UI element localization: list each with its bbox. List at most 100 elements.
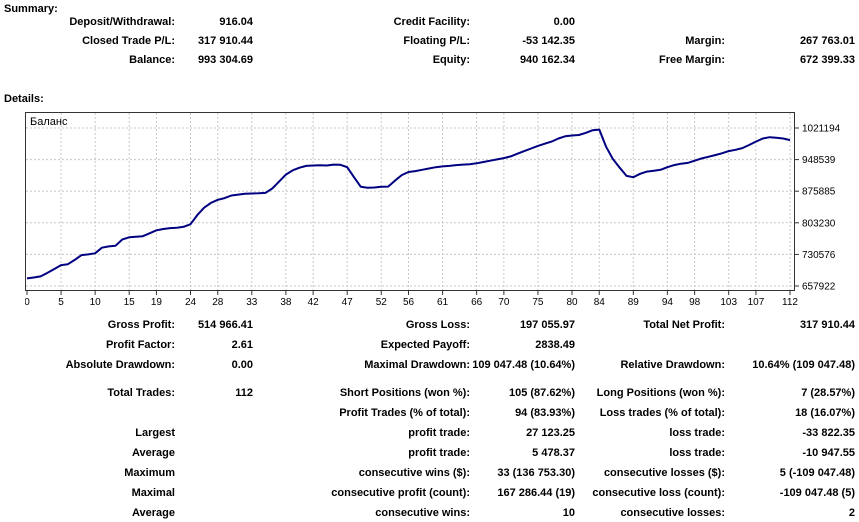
stat-label: consecutive loss (count): — [592, 487, 725, 499]
x-tick-label: 84 — [594, 297, 606, 308]
stat-value: 94 (83.93%) — [515, 407, 575, 419]
y-tick-label: 803230 — [802, 218, 836, 229]
stat-value: 105 (87.62%) — [508, 387, 575, 399]
x-tick-label: 19 — [151, 297, 163, 308]
stat-value: 672 399.33 — [799, 54, 855, 66]
x-tick-label: 15 — [124, 297, 136, 308]
x-tick-label: 103 — [720, 297, 737, 308]
stat-label: loss trade: — [669, 427, 725, 439]
stat-label: Largest — [135, 427, 175, 439]
stat-value: 2 — [848, 507, 855, 519]
balance-chart-svg: 0 5 10 15 19 24 28 33 38 42 47 52 56 61 66 70 75 80 84 89 94… — [24, 112, 841, 308]
stat-value: 2838.49 — [535, 339, 575, 351]
stat-value: 267 763.01 — [799, 35, 855, 47]
stat-label: profit trade: — [408, 427, 470, 439]
stat-label: Equity: — [432, 54, 470, 66]
stat-label: consecutive profit (count): — [331, 487, 470, 499]
x-tick-label: 61 — [437, 297, 449, 308]
stat-value: 916.04 — [219, 16, 253, 28]
x-tick-label: 24 — [185, 297, 197, 308]
stat-value: 317 910.44 — [197, 35, 253, 47]
stat-label: Total Trades: — [107, 387, 175, 399]
stat-value: -10 947.55 — [802, 447, 855, 459]
stat-label: consecutive wins: — [375, 507, 470, 519]
x-tick-label: 80 — [566, 297, 578, 308]
stat-label: Expected Payoff: — [380, 339, 470, 351]
stat-value: 167 286.44 (19) — [497, 487, 575, 499]
stat-label: Absolute Drawdown: — [65, 359, 175, 371]
stat-label: consecutive losses ($): — [603, 467, 725, 479]
x-tick-label: 28 — [212, 297, 224, 308]
stat-label: Balance: — [129, 54, 175, 66]
stat-value: 993 304.69 — [197, 54, 253, 66]
stat-label: Free Margin: — [658, 54, 725, 66]
stat-value: 10 — [562, 507, 575, 519]
x-tick-label: 107 — [748, 297, 765, 308]
stat-value: 197 055.97 — [519, 319, 575, 331]
stat-value: -109 047.48 (5) — [779, 487, 855, 499]
x-tick-label: 0 — [25, 297, 30, 308]
stat-value: -53 142.35 — [522, 35, 575, 47]
x-tick-label: 112 — [782, 297, 798, 308]
stat-label: Total Net Profit: — [643, 319, 725, 331]
x-tick-label: 66 — [471, 297, 483, 308]
stat-label: loss trade: — [669, 447, 725, 459]
stat-label: consecutive wins ($): — [358, 467, 470, 479]
x-tick-label: 98 — [689, 297, 701, 308]
stat-value: 940 162.34 — [519, 54, 575, 66]
stat-label: Deposit/Withdrawal: — [69, 16, 175, 28]
stat-label: Closed Trade P/L: — [82, 35, 175, 47]
stat-label: Floating P/L: — [403, 35, 470, 47]
stat-label: Gross Loss: — [405, 319, 470, 331]
summary-section-title: Summary: — [4, 3, 58, 15]
stat-label: Relative Drawdown: — [620, 359, 725, 371]
x-tick-label: 89 — [628, 297, 640, 308]
stat-label: Margin: — [685, 35, 725, 47]
stat-value: 112 — [235, 387, 253, 399]
stat-value: 10.64% (109 047.48) — [752, 359, 855, 371]
details-section-title: Details: — [4, 93, 44, 105]
stat-label: Maximum — [124, 467, 175, 479]
x-tick-label: 56 — [403, 297, 415, 308]
stat-label: Profit Factor: — [105, 339, 175, 351]
chart-title: Баланс — [30, 116, 68, 128]
balance-line — [26, 128, 791, 280]
x-tick-label: 42 — [308, 297, 320, 308]
stat-value: -33 822.35 — [802, 427, 855, 439]
stat-label: Profit Trades (% of total): — [339, 407, 470, 419]
stat-value: 109 047.48 (10.64%) — [472, 359, 575, 371]
summary-table: Deposit/Withdrawal: 916.04 Credit Facility… — [0, 0, 859, 80]
x-tick-label: 94 — [662, 297, 674, 308]
stat-value: 5 478.37 — [532, 447, 575, 459]
y-tick-label: 657922 — [802, 282, 836, 293]
stat-label: Loss trades (% of total): — [599, 407, 725, 419]
stat-label: Average — [131, 447, 175, 459]
stat-value: 317 910.44 — [799, 319, 855, 331]
x-tick-label: 52 — [376, 297, 388, 308]
stat-value: 7 (28.57%) — [801, 387, 855, 399]
stat-value: 0.00 — [553, 16, 575, 28]
stat-label: Maximal Drawdown: — [364, 359, 470, 371]
stat-value: 18 (16.07%) — [795, 407, 855, 419]
x-tick-label: 33 — [246, 297, 258, 308]
stat-label: Long Positions (won %): — [596, 387, 725, 399]
balance-chart: 0 5 10 15 19 24 28 33 38 42 47 52 56 61 66 70 75 80 84 89 94… — [24, 112, 859, 310]
stat-label: Maximal — [131, 487, 175, 499]
y-tick-label: 948539 — [802, 155, 836, 166]
x-tick-label: 75 — [532, 297, 544, 308]
stat-value: 5 (-109 047.48) — [779, 467, 855, 479]
x-tick-label: 10 — [90, 297, 102, 308]
x-tick-label: 70 — [498, 297, 510, 308]
stat-value: 2.61 — [231, 339, 253, 351]
stat-value: 27 123.25 — [526, 427, 575, 439]
x-tick-label: 47 — [342, 297, 354, 308]
stat-label: Average — [131, 507, 175, 519]
y-tick-label: 730576 — [802, 250, 836, 261]
y-tick-label: 875885 — [802, 187, 836, 198]
stat-value: 0.00 — [231, 359, 253, 371]
stat-label: Gross Profit: — [107, 319, 175, 331]
stat-value: 33 (136 753.30) — [497, 467, 575, 479]
y-tick-label: 1021194 — [802, 124, 841, 135]
stat-label: Short Positions (won %): — [339, 387, 470, 399]
